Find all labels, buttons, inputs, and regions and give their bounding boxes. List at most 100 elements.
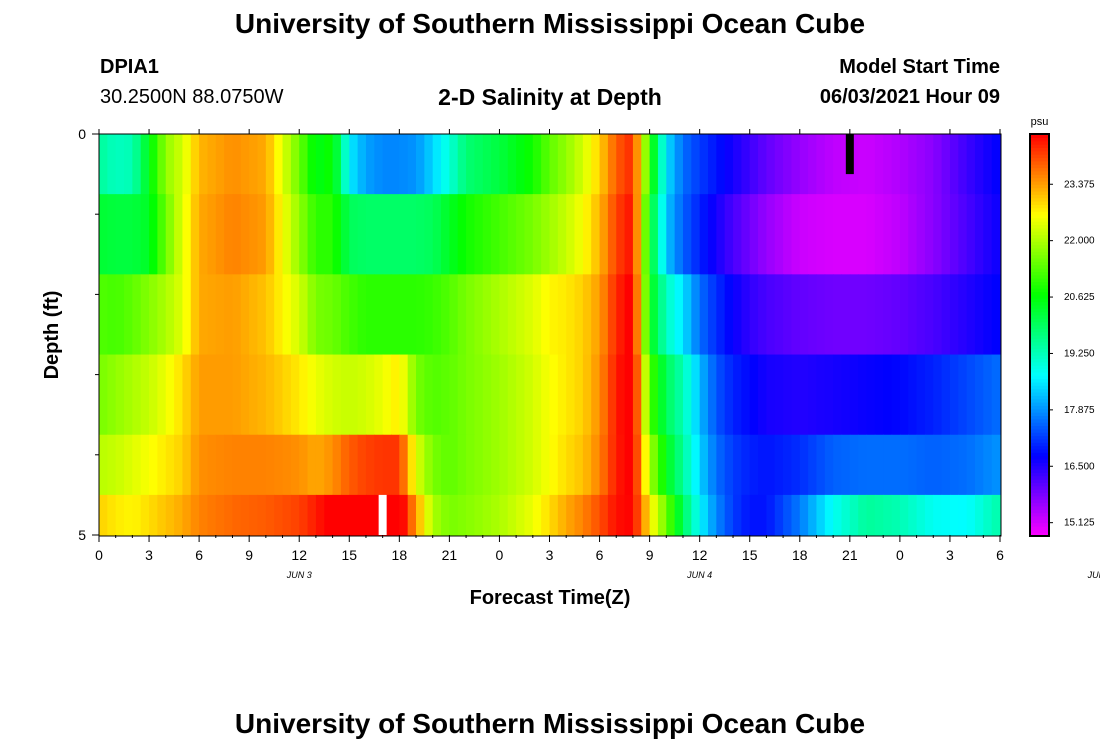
heatmap-cell — [299, 194, 309, 275]
y-axis-label: Depth (ft) — [41, 291, 63, 380]
heatmap-cell — [991, 354, 1001, 436]
heatmap-cell — [457, 274, 467, 356]
heatmap-cell — [416, 134, 425, 195]
heatmap-cell — [232, 354, 242, 436]
colorbar-segment — [1030, 177, 1049, 182]
heatmap-cell — [257, 494, 267, 536]
x-tick-label: 3 — [145, 547, 153, 563]
heatmap-cell — [499, 134, 509, 195]
heatmap-cell — [507, 194, 517, 275]
heatmap-cell — [591, 134, 601, 195]
heatmap-cell — [649, 134, 659, 195]
heatmap-cell — [674, 134, 684, 195]
colorbar-segment — [1030, 201, 1049, 205]
heatmap-cell — [432, 434, 442, 496]
heatmap-cell — [891, 494, 901, 536]
heatmap-cell — [215, 434, 225, 496]
heatmap-cell — [824, 434, 834, 496]
heatmap-cell — [974, 354, 984, 436]
heatmap-cell — [282, 194, 292, 275]
heatmap-cell — [399, 434, 409, 496]
heatmap-cell — [290, 494, 300, 536]
colorbar-segment — [1030, 197, 1049, 202]
heatmap-cell — [682, 134, 692, 195]
heatmap-cell — [816, 354, 826, 436]
heatmap-cell — [741, 354, 751, 436]
heatmap-cell — [724, 354, 734, 436]
heatmap-cell — [399, 194, 409, 275]
station-id: DPIA1 — [100, 56, 159, 78]
heatmap-cell — [666, 354, 676, 436]
heatmap-cell — [107, 494, 117, 536]
heatmap-cell — [983, 354, 993, 436]
colorbar-segment — [1030, 167, 1049, 172]
colorbar-segment — [1030, 211, 1049, 215]
colorbar-segment — [1030, 157, 1049, 162]
x-axis: 0 3 6 9 12 15 18 21 0 3 6 9 12 15 18 21 0 3 6 JUN 3 JUN 4 JUN… — [95, 129, 1100, 580]
heatmap-cell — [190, 274, 200, 356]
colorbar-segment — [1030, 472, 1049, 477]
heatmap-cell — [758, 494, 767, 536]
heatmap-cell — [866, 494, 876, 536]
heatmap-cell — [632, 134, 642, 195]
colorbar-segment — [1030, 438, 1049, 443]
heatmap-cell — [282, 134, 292, 195]
heatmap-cell — [716, 134, 726, 195]
heatmap-cell — [107, 434, 117, 496]
heatmap-cell — [132, 434, 142, 496]
heatmap-cell — [507, 354, 517, 436]
colorbar-segment — [1030, 341, 1049, 346]
heatmap-cell — [791, 494, 801, 536]
heatmap-cell — [849, 134, 859, 195]
heatmap-cell — [140, 134, 150, 195]
colorbar-segment — [1030, 348, 1049, 353]
heatmap-cell — [257, 354, 267, 436]
heatmap-cell — [340, 354, 350, 436]
colorbar-segment — [1030, 328, 1049, 333]
heatmap-cell — [382, 274, 392, 356]
colorbar-segment — [1030, 190, 1049, 195]
heatmap-cell — [599, 274, 609, 356]
heatmap-cell — [582, 434, 592, 496]
heatmap-cell — [207, 434, 217, 496]
heatmap-cell — [808, 494, 818, 536]
heatmap-cell — [340, 274, 350, 356]
heatmap-cell — [924, 274, 934, 356]
heatmap-cell — [858, 134, 868, 195]
heatmap-cell — [349, 494, 359, 536]
heatmap-cell — [157, 354, 167, 436]
page-title: University of Southern Mississippi Ocean… — [234, 8, 866, 39]
heatmap-cell — [524, 494, 534, 536]
heatmap-markers — [378, 134, 854, 535]
heatmap-cell — [599, 434, 609, 496]
heatmap-cell — [265, 274, 275, 356]
x-tick-label: 21 — [442, 547, 458, 563]
colorbar-tick-label: 23.375 — [1064, 179, 1095, 190]
heatmap-cell — [624, 194, 634, 275]
colorbar-segment — [1030, 385, 1049, 390]
heatmap-cell — [215, 494, 225, 536]
colorbar-segment — [1030, 455, 1049, 460]
colorbar-segment — [1030, 381, 1049, 386]
heatmap-cell — [274, 434, 284, 496]
heatmap-cell — [716, 494, 726, 536]
heatmap-cell — [491, 434, 501, 496]
heatmap-cell — [649, 494, 659, 536]
heatmap-cell — [849, 354, 859, 436]
heatmap-cell — [983, 494, 993, 536]
heatmap-cell — [524, 434, 534, 496]
heatmap-cell — [257, 194, 267, 275]
heatmap-cell — [307, 494, 317, 536]
day-label: JUN 3 — [286, 570, 312, 580]
heatmap-cell — [340, 434, 350, 496]
heatmap-cell — [491, 194, 501, 275]
colorbar-segment — [1030, 311, 1049, 316]
y-tick-label: 0 — [78, 126, 86, 142]
heatmap-cell — [549, 194, 559, 275]
heatmap-cell — [849, 194, 859, 275]
colorbar-segment — [1030, 244, 1049, 249]
heatmap-cell — [224, 354, 234, 436]
heatmap-cell — [582, 494, 592, 536]
colorbar-segment — [1030, 499, 1049, 504]
heatmap-cell — [332, 354, 342, 436]
